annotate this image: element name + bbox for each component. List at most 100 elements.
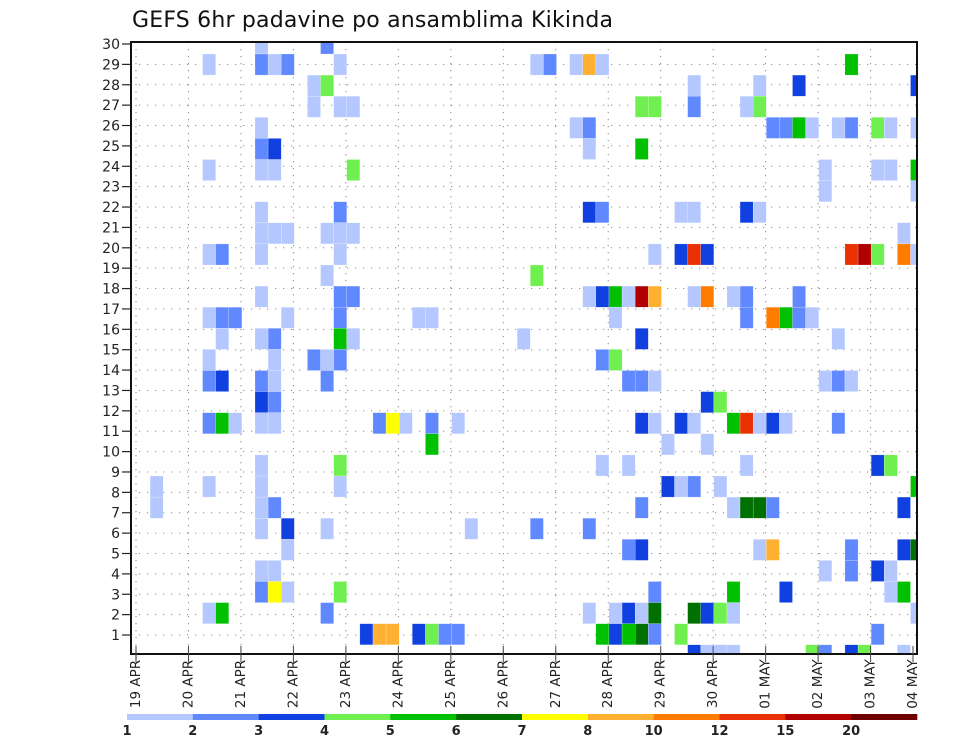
heatmap-cell — [595, 454, 610, 477]
heatmap-cell — [451, 412, 465, 435]
heatmap-cell — [267, 222, 282, 245]
heatmap-cell — [779, 412, 793, 435]
heatmap-cell — [897, 222, 911, 245]
heatmap-cell — [752, 74, 767, 97]
heatmap-cell — [713, 391, 728, 413]
heatmap-cell — [254, 454, 269, 477]
heatmap-cell — [687, 74, 701, 97]
heatmap-cell — [399, 412, 413, 435]
y-tick-label: 15 — [102, 343, 120, 359]
heatmap-cell — [215, 307, 229, 329]
heatmap-cell — [425, 433, 439, 456]
heatmap-cell — [884, 454, 898, 477]
heatmap-cell — [438, 623, 452, 646]
colorbar-label: 20 — [842, 724, 860, 739]
heatmap-cell — [674, 623, 688, 646]
heatmap-cell — [202, 307, 216, 329]
heatmap-cell — [215, 243, 229, 266]
heatmap-cell — [215, 328, 229, 350]
heatmap-cell — [884, 117, 898, 139]
heatmap-cell — [621, 370, 636, 392]
colorbar-segment — [258, 714, 325, 720]
heatmap-cell — [202, 349, 216, 371]
heatmap-cell — [700, 391, 715, 413]
heatmap-cell — [818, 180, 833, 202]
y-tick-label: 20 — [102, 241, 120, 257]
heatmap-cell — [385, 412, 400, 435]
heatmap-cell — [844, 243, 859, 266]
heatmap-cell — [897, 539, 911, 561]
heatmap-cell — [687, 95, 701, 118]
y-tick-label: 8 — [111, 485, 120, 501]
x-tick-label: 30 APR — [705, 660, 721, 708]
heatmap-cell — [726, 496, 741, 519]
colorbar-segment — [456, 714, 523, 720]
heatmap-cell — [621, 539, 636, 561]
colorbar-segment — [324, 714, 391, 720]
heatmap-cell — [608, 349, 623, 371]
colorbar-segment — [851, 714, 918, 720]
colorbar-segment — [785, 714, 852, 720]
colorbar-label: 1 — [122, 724, 131, 739]
heatmap-cell — [713, 602, 728, 624]
heatmap-cell — [621, 285, 636, 308]
heatmap-cell — [897, 581, 911, 603]
heatmap-cell — [281, 539, 295, 561]
heatmap-cell — [372, 623, 387, 646]
heatmap-cell — [530, 518, 544, 540]
heatmap-cell — [149, 496, 164, 519]
heatmap-cell — [320, 602, 334, 624]
heatmap-cell — [254, 475, 269, 498]
heatmap-cell — [254, 560, 269, 582]
chart-title: GEFS 6hr padavine po ansamblima Kikinda — [132, 8, 613, 33]
heatmap-cell — [766, 307, 780, 329]
heatmap-cell — [634, 539, 649, 561]
heatmap-cell — [792, 117, 806, 139]
heatmap-cell — [307, 95, 321, 118]
heatmap-cell — [910, 180, 917, 202]
heatmap-cell — [530, 53, 544, 76]
heatmap-cell — [202, 53, 216, 76]
colorbar-label: 6 — [452, 724, 461, 739]
colorbar-label: 4 — [320, 724, 329, 739]
heatmap-cell — [897, 243, 911, 266]
heatmap-cell — [687, 475, 701, 498]
colorbar-label: 2 — [188, 724, 197, 739]
heatmap-cell — [333, 201, 347, 223]
heatmap-cell — [149, 475, 164, 498]
heatmap-cell — [818, 159, 833, 181]
heatmap-cell — [634, 496, 649, 519]
heatmap-cell — [582, 518, 597, 540]
heatmap-cell — [857, 243, 872, 266]
colorbar-segment — [719, 714, 786, 720]
y-tick-label: 16 — [102, 322, 120, 338]
heatmap-cell — [582, 602, 597, 624]
heatmap-cell — [267, 560, 282, 582]
heatmap-cell — [910, 117, 917, 139]
heatmap-cell — [254, 222, 269, 245]
heatmap-cell — [870, 454, 885, 477]
heatmap-cell — [674, 475, 688, 498]
y-tick-label: 5 — [111, 547, 120, 563]
heatmap-cell — [202, 475, 216, 498]
heatmap-cell — [202, 370, 216, 392]
heatmap-cell — [661, 433, 675, 456]
y-tick-label: 18 — [102, 282, 120, 298]
heatmap-cell — [700, 243, 715, 266]
heatmap-cell — [870, 117, 885, 139]
heatmap-cell — [674, 412, 688, 435]
heatmap-cell — [831, 412, 846, 435]
heatmap-cell — [844, 117, 859, 139]
heatmap-cell — [805, 307, 819, 329]
colorbar-label: 3 — [254, 724, 263, 739]
x-tick-label: 27 APR — [548, 660, 564, 708]
heatmap-cell — [884, 159, 898, 181]
heatmap-cell — [595, 53, 610, 76]
heatmap-cell — [307, 349, 321, 371]
heatmap-cell — [700, 433, 715, 456]
heatmap-cell — [267, 53, 282, 76]
heatmap-cell — [333, 53, 347, 76]
y-tick-label: 6 — [111, 526, 120, 542]
heatmap-cell — [844, 644, 859, 654]
heatmap-cell — [739, 412, 754, 435]
